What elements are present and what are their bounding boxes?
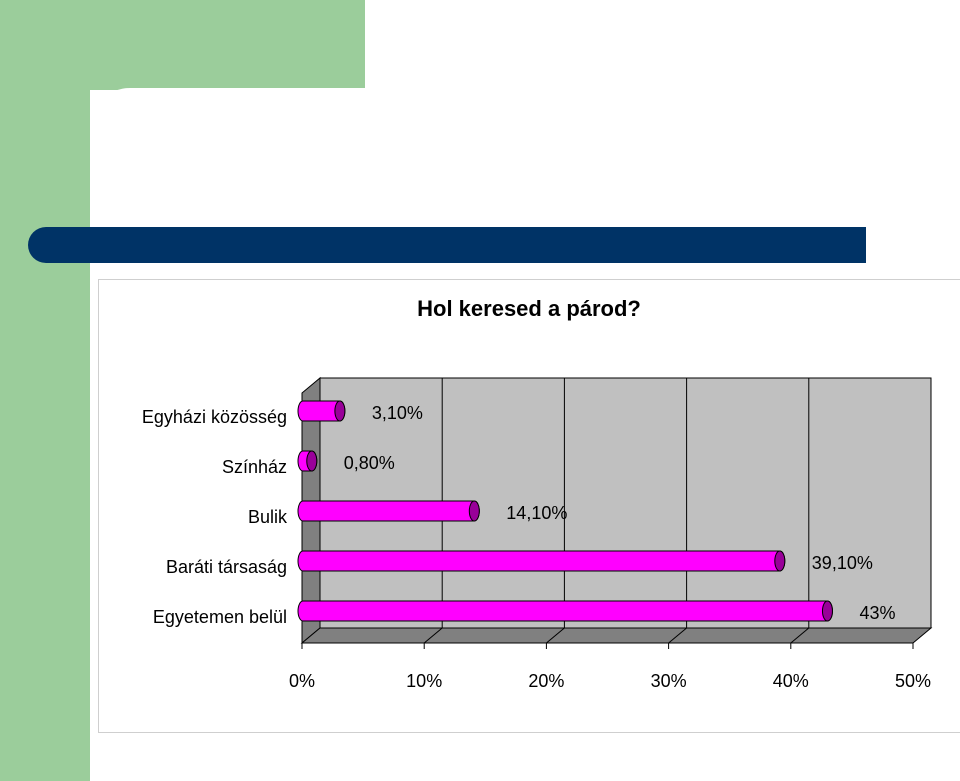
data-label: 14,10% — [506, 503, 567, 523]
chart-floor — [300, 627, 933, 644]
gridline-floor — [423, 627, 443, 644]
data-label: 0,80% — [344, 453, 395, 473]
x-tick-label: 20% — [528, 671, 564, 691]
chart-bars — [297, 400, 833, 622]
gridline-floor — [546, 627, 565, 644]
bar-cap — [774, 550, 786, 572]
category-label: Baráti társaság — [166, 557, 287, 577]
category-label: Egyházi közösség — [142, 407, 287, 427]
x-tick-label: 0% — [289, 671, 315, 691]
x-tick-label: 30% — [651, 671, 687, 691]
decor-green-left — [0, 0, 90, 781]
bar — [297, 600, 833, 622]
bar-cap — [334, 400, 346, 422]
chart-labels: 0% 10% 20% 30% 40% 50% Egyházi közösség 3,10% Sz… — [142, 403, 931, 691]
decor-blue-bar — [28, 227, 866, 263]
gridline-floor — [790, 627, 810, 644]
data-label: 3,10% — [372, 403, 423, 423]
bar-cap — [468, 500, 480, 522]
data-label: 43% — [859, 603, 895, 623]
chart-title-wrap: Hol keresed a párod? — [0, 296, 960, 322]
gridline-floor — [668, 627, 687, 644]
bar-cap — [306, 450, 318, 472]
bar — [297, 550, 786, 572]
bar — [297, 500, 480, 522]
x-tick-label: 40% — [773, 671, 809, 691]
category-label: Bulik — [248, 507, 288, 527]
category-label: Egyetemen belül — [153, 607, 287, 627]
data-label: 39,10% — [812, 553, 873, 573]
category-label: Színház — [222, 457, 287, 477]
chart-title: Hol keresed a párod? — [417, 296, 641, 321]
x-tick-label: 10% — [406, 671, 442, 691]
bar-cap — [821, 600, 833, 622]
x-tick-label: 50% — [895, 671, 931, 691]
